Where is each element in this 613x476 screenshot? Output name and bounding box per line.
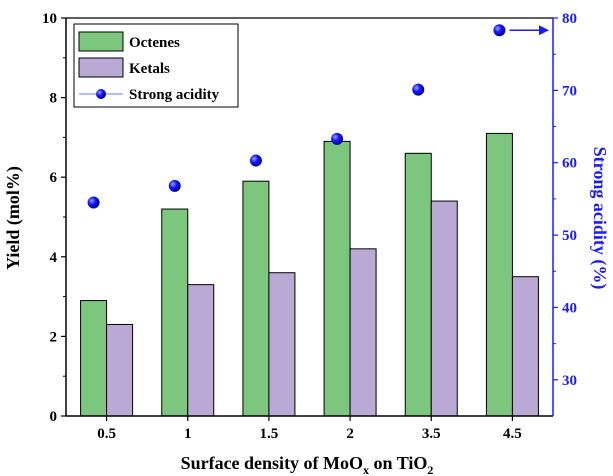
legend-swatch-octenes [78, 31, 124, 52]
acidity-points-layer [87, 24, 506, 209]
bar-octenes [80, 300, 108, 417]
bar-ketals [511, 276, 539, 417]
y2-axis-title: Strong acidity (%) [589, 147, 610, 290]
y2-tick-label: 40 [562, 300, 577, 316]
y-tick-label: 0 [50, 409, 58, 425]
x-tick-label: 2 [346, 426, 354, 442]
legend-label-ketals: Ketals [129, 61, 170, 77]
x-tick-label: 3.5 [422, 426, 441, 442]
y-tick-label: 8 [50, 91, 58, 107]
bar-octenes [485, 132, 513, 417]
bar-ketals [187, 284, 215, 417]
y2-tick-label: 70 [562, 83, 577, 99]
acidity-point [412, 83, 425, 96]
y-axis-title: Yield (mol%) [3, 166, 24, 270]
y-tick-label: 2 [50, 329, 58, 345]
bar-octenes [323, 140, 351, 417]
acidity-point [249, 154, 262, 167]
x-axis-title-mid: on TiO [369, 453, 427, 473]
legend: Octenes Ketals Strong acidity [73, 23, 239, 108]
x-tick-label: 0.5 [97, 426, 116, 442]
x-axis-title-main: Surface density of MoO [181, 453, 363, 473]
x-tick-label: 1.5 [260, 426, 279, 442]
x-axis-title: Surface density of MoOx on TiO2 [181, 453, 434, 476]
y2-tick-label: 50 [562, 228, 577, 244]
x-tick-label: 4.5 [503, 426, 522, 442]
legend-label-octenes: Octenes [129, 35, 180, 51]
acidity-point [493, 24, 506, 37]
bar-ketals [349, 248, 377, 417]
bar-octenes [404, 152, 432, 417]
x-axis-title-sub-2: 2 [427, 463, 433, 476]
bar-ketals [268, 272, 296, 417]
acidity-point [331, 132, 344, 145]
bar-octenes [242, 180, 270, 417]
bars-layer [80, 132, 539, 417]
y-tick-label: 4 [50, 250, 58, 266]
bar-ketals [430, 200, 458, 417]
legend-label-acidity: Strong acidity [129, 87, 220, 103]
acidity-point [87, 196, 100, 209]
x-axis-title-sub-x: x [363, 463, 369, 476]
y2-tick-label: 30 [562, 373, 577, 389]
x-tick-label: 1 [184, 426, 192, 442]
acidity-point [168, 179, 181, 192]
y2-tick-label: 80 [562, 11, 577, 27]
right-axis-arrow-head [539, 25, 549, 36]
axes-layer: 0 2 4 6 8 10 30 40 50 60 70 80 0.5 1 1.5 2 3.5 4.5 [42, 11, 577, 442]
legend-swatch-ketals [78, 57, 124, 78]
y2-tick-label: 60 [562, 156, 577, 172]
bar-ketals [106, 323, 134, 417]
legend-marker-acidity [96, 89, 106, 99]
y-tick-label: 6 [50, 170, 58, 186]
y-tick-label: 10 [42, 11, 57, 27]
bar-octenes [161, 208, 189, 417]
